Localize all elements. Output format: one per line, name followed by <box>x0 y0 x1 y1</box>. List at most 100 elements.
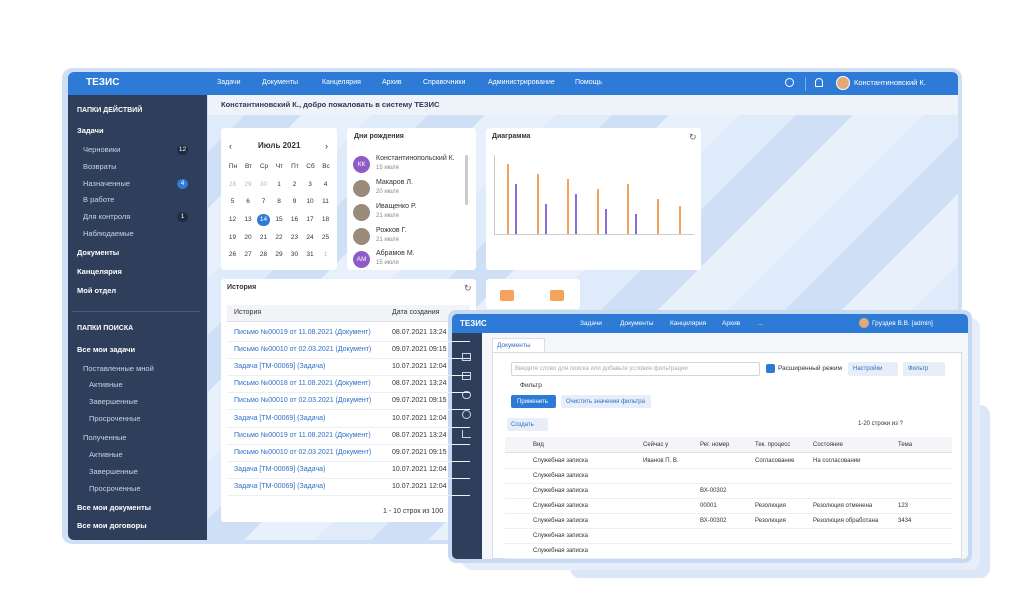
calendar-day[interactable]: 28 <box>259 251 268 258</box>
calendar-day[interactable]: 30 <box>259 181 268 188</box>
calendar-day[interactable]: 29 <box>244 181 252 188</box>
calendar-day[interactable]: 14 <box>257 214 270 226</box>
calendar-day[interactable]: 13 <box>244 216 252 223</box>
calendar-day[interactable]: 1 <box>277 181 281 188</box>
calendar-day[interactable]: 17 <box>306 216 314 223</box>
checkbox[interactable] <box>766 364 775 373</box>
sidebar-item[interactable]: Наблюдаемые <box>83 229 134 238</box>
sidebar-item[interactable]: Задачи <box>77 126 104 135</box>
calendar-day[interactable]: 5 <box>230 198 235 205</box>
calendar-day[interactable]: 24 <box>306 234 314 241</box>
calendar-day[interactable]: 27 <box>244 251 252 258</box>
sidebar-icon[interactable] <box>462 430 471 438</box>
nav-item[interactable]: Задачи <box>217 79 241 86</box>
filter-button[interactable] <box>903 362 945 376</box>
nav-item[interactable]: Архив <box>722 320 741 327</box>
sidebar-icon[interactable] <box>462 410 471 419</box>
history-link[interactable]: Письмо №00019 от 11.08.2021 (Документ) <box>234 329 371 336</box>
history-link[interactable]: Задача [ТМ-00069] (Задача) <box>234 363 326 371</box>
nav-item[interactable]: Канцелярия <box>322 79 361 86</box>
nav-item[interactable]: Документы <box>620 320 654 327</box>
sidebar-item[interactable]: Все мои договоры <box>77 521 147 530</box>
sidebar-item[interactable]: Полученные <box>83 433 127 442</box>
history-link[interactable]: Письмо №00010 от 02.03.2021 (Документ) <box>234 346 372 354</box>
weekday: Пт <box>291 163 299 170</box>
sidebar-item[interactable]: Все мои задачи <box>77 345 136 354</box>
sidebar-item[interactable]: Мой отдел <box>77 286 117 295</box>
search-input[interactable] <box>511 362 760 376</box>
calendar-day[interactable]: 30 <box>290 251 299 258</box>
sidebar-icon[interactable] <box>462 391 471 399</box>
calendar-day[interactable]: 10 <box>306 198 314 205</box>
calendar-day[interactable]: 7 <box>261 198 266 205</box>
filter-toggle[interactable]: Фильтр <box>520 382 542 389</box>
calendar-day[interactable]: 18 <box>321 216 330 223</box>
calendar-day[interactable]: 4 <box>323 181 328 188</box>
bell-icon[interactable] <box>815 78 823 87</box>
calendar-day[interactable]: 21 <box>259 234 268 241</box>
calendar-next[interactable]: › <box>325 141 328 151</box>
calendar-day[interactable]: 8 <box>277 198 281 205</box>
nav-item[interactable]: Администрирование <box>488 79 555 86</box>
nav-item[interactable]: Архив <box>382 79 402 86</box>
history-link[interactable]: Задача [ТМ-00069] (Задача) <box>234 482 326 490</box>
calendar-day[interactable]: 16 <box>290 216 299 223</box>
history-link[interactable]: Письмо №00010 от 02.03.2021 (Документ) <box>234 397 372 405</box>
table-row-line <box>505 498 952 499</box>
nav-item[interactable]: Помощь <box>575 79 603 86</box>
refresh-icon[interactable]: ↻ <box>464 283 472 293</box>
nav-item[interactable]: Справочники <box>423 79 466 86</box>
history-link[interactable]: Письмо №00019 от 11.08.2021 (Документ) <box>234 431 371 439</box>
history-link[interactable]: Задача [ТМ-00069] (Задача) <box>234 414 326 422</box>
calendar-day[interactable]: 1 <box>323 251 328 258</box>
calendar-day[interactable]: 23 <box>290 234 299 241</box>
sidebar-item[interactable]: Канцелярия <box>77 267 122 276</box>
sidebar-item[interactable]: Просроченные <box>89 414 141 423</box>
calendar-day[interactable]: 26 <box>228 251 237 258</box>
calendar-day[interactable]: 9 <box>292 198 297 205</box>
sidebar-item[interactable]: Завершенные <box>89 397 138 406</box>
sidebar-item[interactable]: Все мои документы <box>77 503 152 512</box>
sidebar-item[interactable]: Назначенные <box>83 179 131 188</box>
calendar-day[interactable]: 22 <box>275 234 283 241</box>
sidebar-item[interactable]: Для контроля <box>83 212 131 221</box>
calendar-day[interactable]: 25 <box>321 234 330 241</box>
history-link[interactable]: Письмо №00018 от 11.08.2021 (Документ) <box>234 380 371 388</box>
sidebar-item[interactable]: Документы <box>77 248 120 257</box>
sidebar-icon[interactable] <box>462 353 471 361</box>
settings-button[interactable] <box>848 362 898 376</box>
nav-item[interactable]: Задачи <box>580 320 602 327</box>
tab[interactable] <box>492 338 545 352</box>
calendar-day[interactable]: 3 <box>308 181 312 188</box>
calendar-day[interactable]: 2 <box>292 181 297 188</box>
sidebar-item[interactable]: Поставленные мной <box>83 364 154 373</box>
calendar-day[interactable]: 12 <box>228 216 237 223</box>
clear-button[interactable] <box>561 395 651 408</box>
calendar-day[interactable]: 31 <box>306 251 314 258</box>
calendar-day[interactable]: 15 <box>275 216 283 223</box>
sidebar-item[interactable]: Активные <box>89 450 123 459</box>
history-link[interactable]: Задача [ТМ-00069] (Задача) <box>234 465 326 473</box>
sidebar-item[interactable]: Черновики <box>83 145 121 154</box>
calendar-day[interactable]: 11 <box>322 198 329 205</box>
calendar-day[interactable]: 6 <box>246 198 250 205</box>
apply-button[interactable] <box>511 395 556 408</box>
sidebar-item[interactable]: Возвраты <box>83 162 117 171</box>
search-icon[interactable] <box>785 78 794 87</box>
calendar-day[interactable]: 29 <box>275 251 283 258</box>
sidebar-item[interactable]: В работе <box>83 195 115 204</box>
calendar-day[interactable]: 19 <box>228 234 237 241</box>
calendar-day[interactable]: 28 <box>228 181 237 188</box>
nav-item[interactable]: Документы <box>262 79 299 86</box>
scrollbar <box>465 155 468 205</box>
nav-item[interactable]: Канцелярия <box>670 320 707 327</box>
refresh-icon[interactable]: ↻ <box>689 132 697 142</box>
sidebar-item[interactable]: Завершенные <box>89 467 138 476</box>
calendar-day[interactable]: 20 <box>244 234 252 241</box>
calendar-prev[interactable]: ‹ <box>229 141 232 151</box>
sidebar-item[interactable]: Активные <box>89 380 123 389</box>
sidebar-item[interactable]: Просроченные <box>89 484 141 493</box>
nav-item[interactable]: ... <box>758 320 764 327</box>
history-link[interactable]: Письмо №00010 от 02.03.2021 (Документ) <box>234 448 372 456</box>
create-button[interactable] <box>507 418 548 431</box>
